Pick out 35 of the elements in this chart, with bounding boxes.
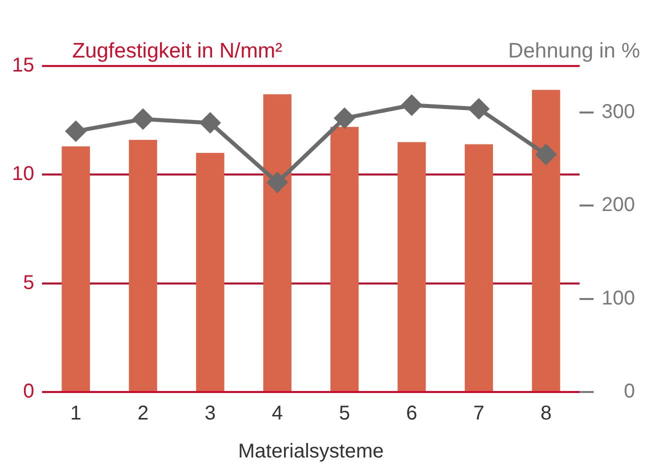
y-axis-title: Zugfestigkeit in N/mm² — [72, 39, 282, 62]
bar — [398, 142, 426, 391]
point — [66, 121, 86, 142]
bar — [62, 146, 90, 391]
point — [200, 112, 220, 133]
x-tick-label: 7 — [473, 402, 484, 425]
point — [536, 144, 556, 164]
bar — [464, 144, 493, 391]
y2-axis-title: Dehnung in % — [508, 39, 640, 62]
bar — [263, 94, 292, 391]
y2-tick-label: 200 — [602, 194, 635, 216]
x-tick-label: 2 — [137, 402, 149, 425]
y-tick-label: 15 — [12, 54, 34, 77]
y-tick-label: 5 — [23, 272, 34, 294]
x-tick-label: 3 — [204, 402, 216, 425]
x-tick-label: 6 — [406, 402, 418, 425]
x-tick-label: 1 — [70, 402, 82, 425]
bar — [330, 126, 359, 391]
y2-tick-label: 300 — [602, 101, 635, 124]
x-tick-label: 5 — [338, 402, 350, 425]
y2-tick-label: 0 — [624, 380, 635, 403]
point — [468, 98, 489, 119]
bar — [128, 140, 158, 391]
point — [334, 108, 355, 128]
y-tick-label: 0 — [23, 380, 34, 403]
bar — [196, 152, 224, 391]
x-tick-label: 4 — [272, 402, 283, 425]
point — [133, 109, 154, 130]
x-axis-title: Materialsysteme — [238, 440, 384, 463]
y-tick-label: 10 — [12, 163, 34, 186]
bar — [532, 90, 560, 391]
x-tick-label: 8 — [540, 402, 552, 425]
y2-tick-label: 100 — [602, 287, 635, 310]
point — [402, 95, 422, 116]
point — [267, 172, 288, 192]
